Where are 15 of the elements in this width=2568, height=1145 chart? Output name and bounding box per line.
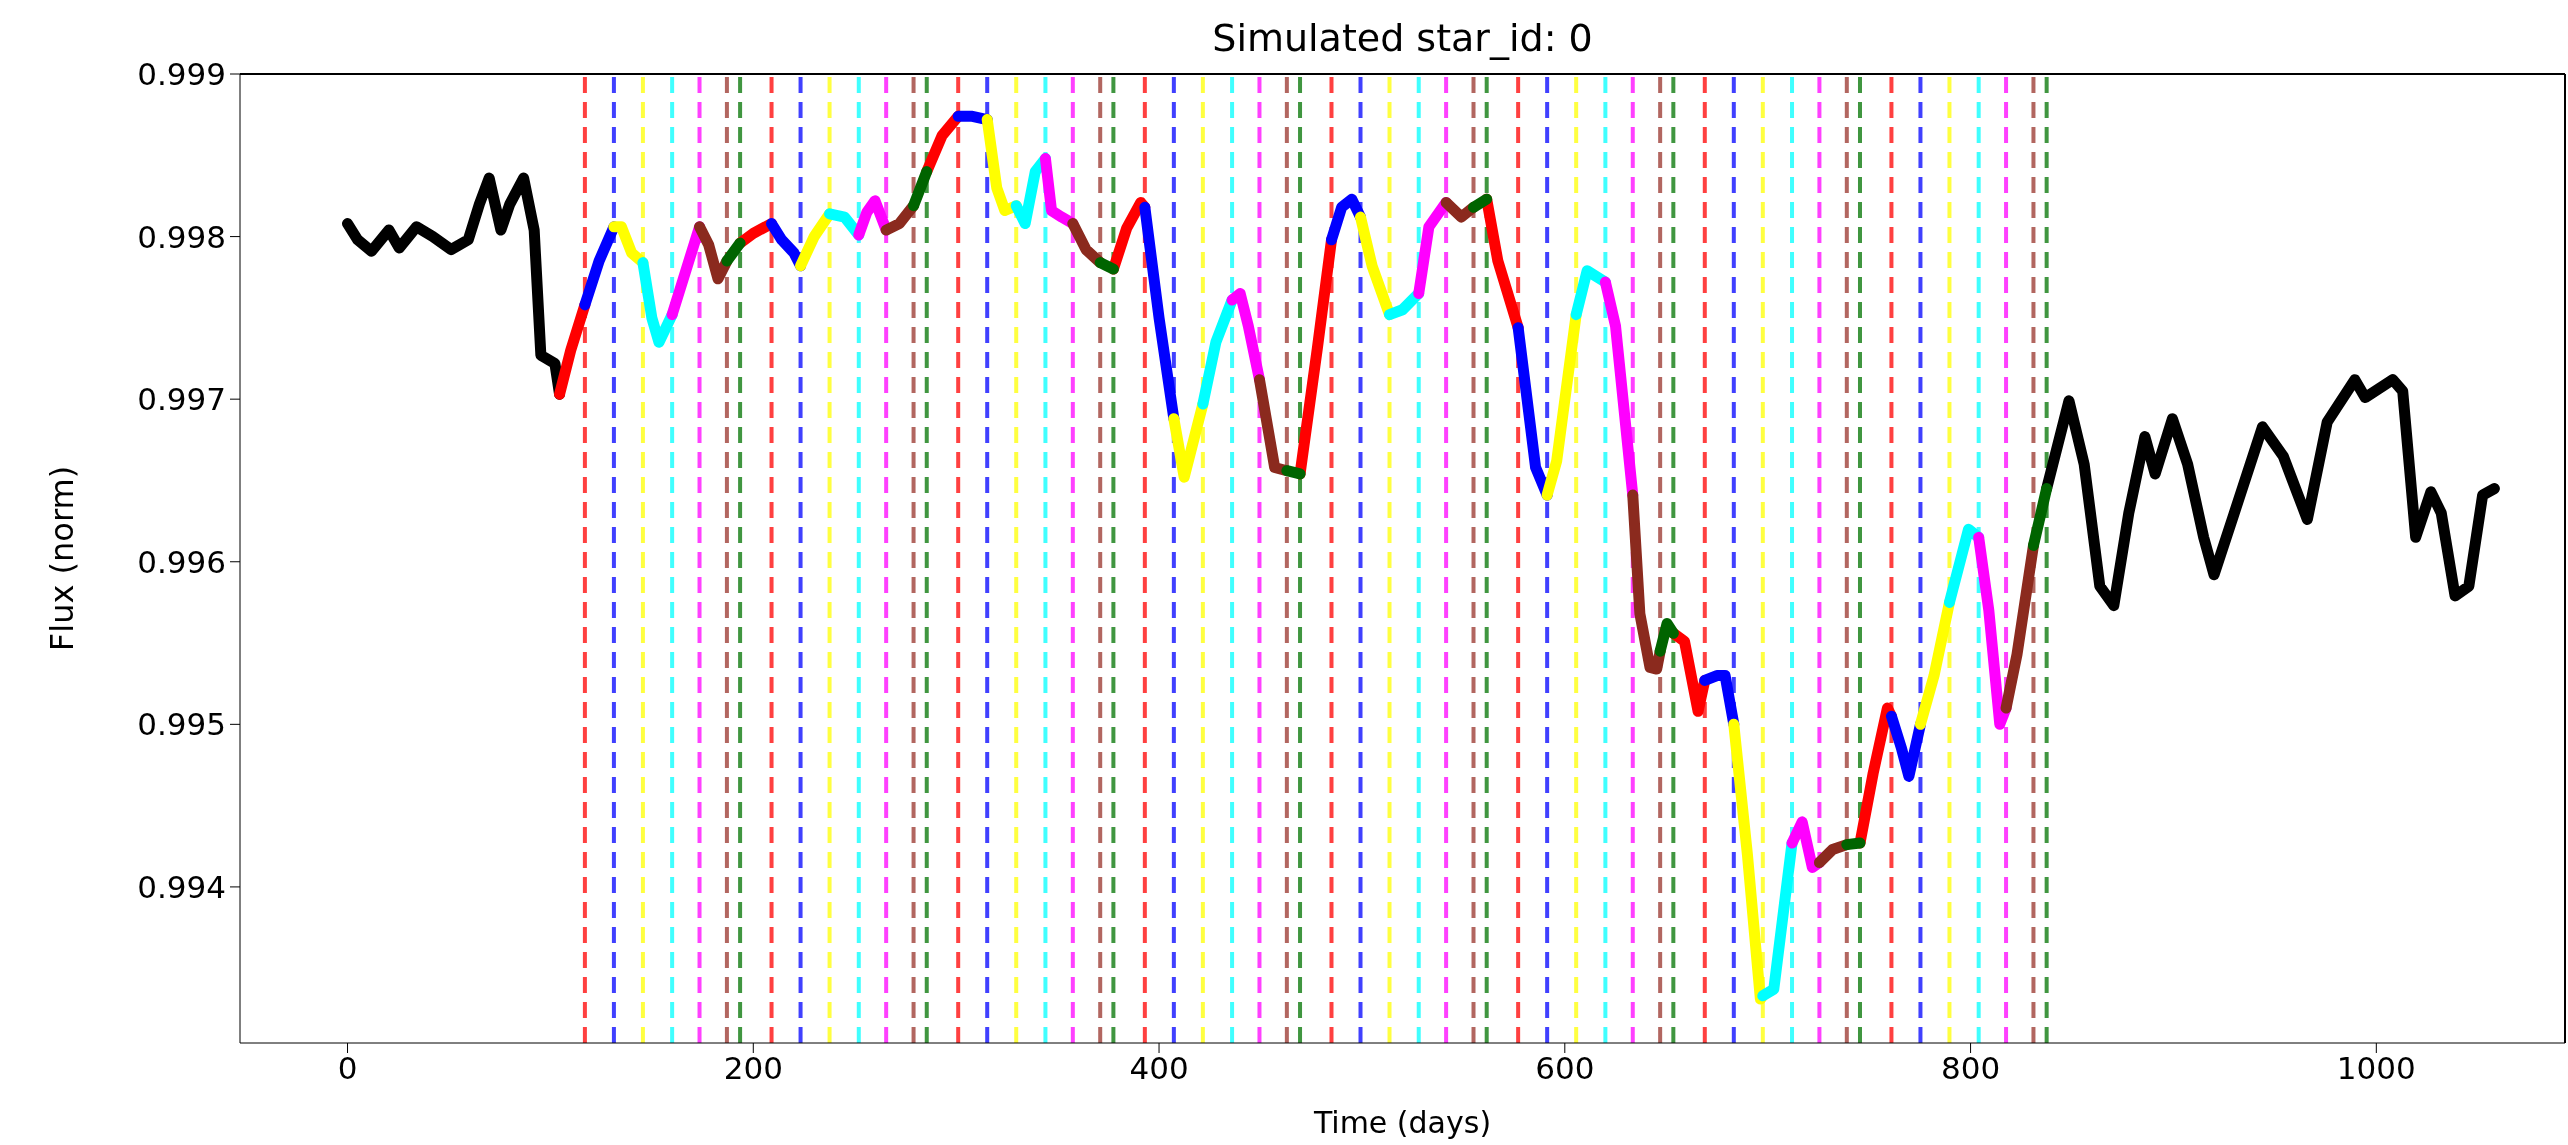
x-tick-label: 0: [337, 1050, 358, 1087]
y-tick-label: 0.996: [137, 543, 226, 580]
y-tick-label: 0.995: [137, 706, 226, 743]
x-tick-label: 200: [723, 1050, 783, 1087]
x-tick-label: 800: [1940, 1050, 2001, 1087]
x-tick-label: 600: [1535, 1050, 1595, 1087]
x-axis-title: Time (days): [1312, 1105, 1492, 1140]
y-axis-title: Flux (norm): [43, 465, 82, 652]
y-tick-label: 0.994: [137, 868, 226, 905]
x-tick-label: 400: [1129, 1050, 1189, 1087]
y-tick-label: 0.997: [137, 381, 226, 418]
chart-title: Simulated star_id: 0: [1211, 16, 1594, 60]
y-tick-label: 0.999: [137, 56, 226, 92]
y-tick-label: 0.998: [137, 218, 226, 255]
x-tick-label: 1000: [2336, 1050, 2416, 1087]
